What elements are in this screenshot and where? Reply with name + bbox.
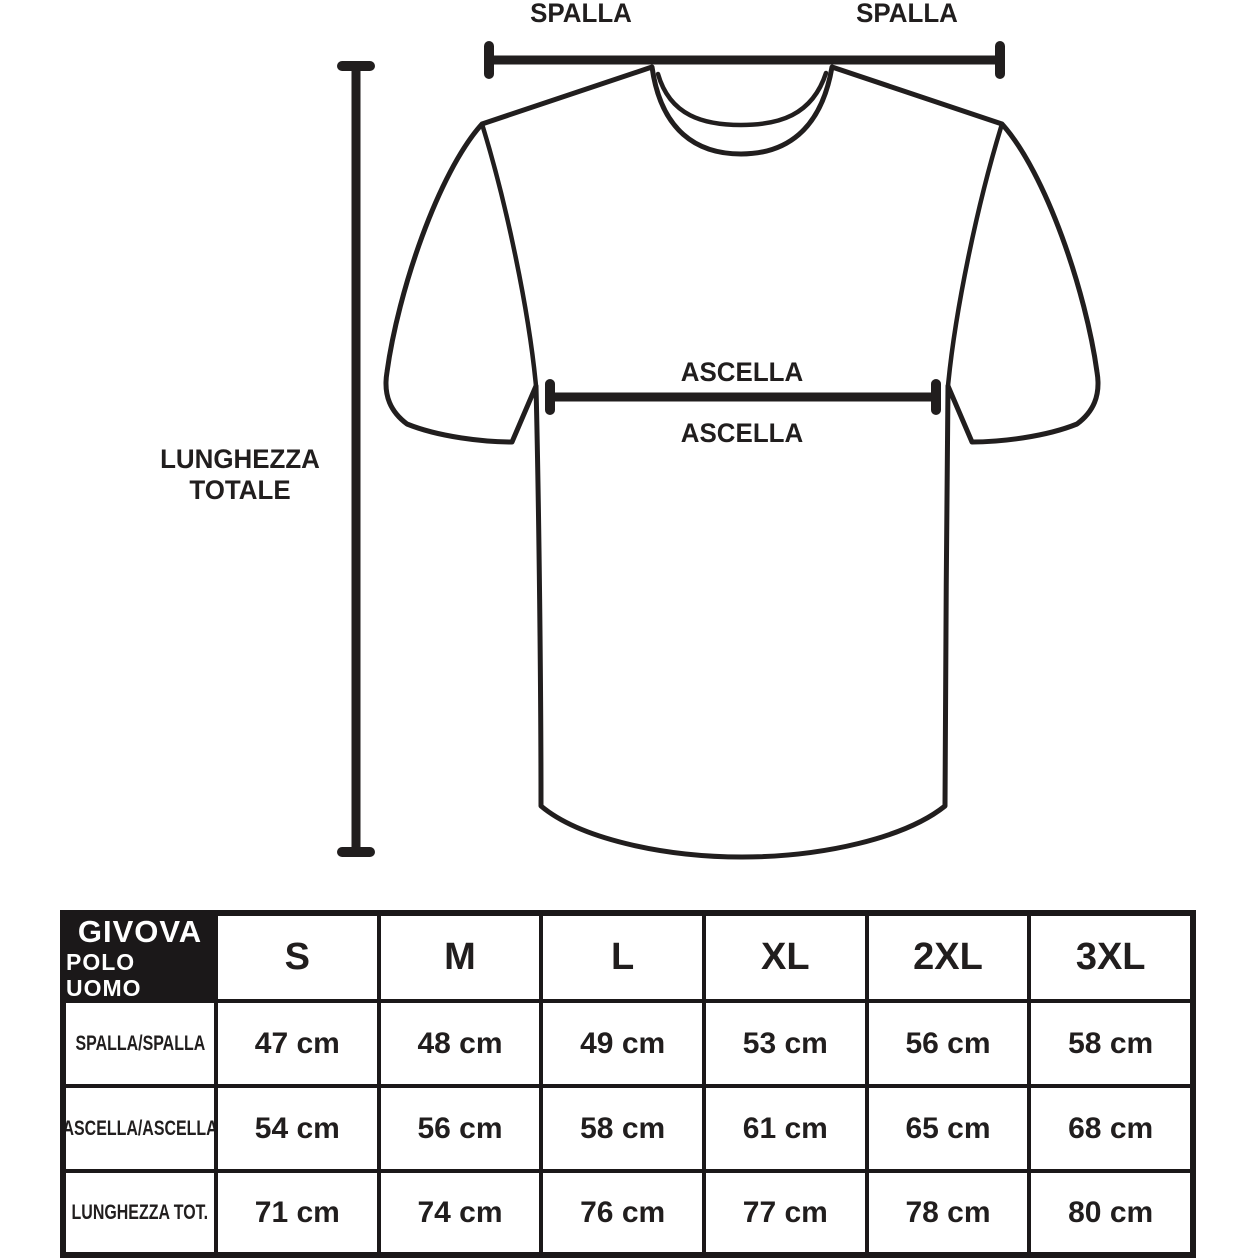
ascella-value-l: 58 cm [543,1088,702,1169]
lunghezza-value-l: 76 cm [543,1173,702,1252]
tshirt-outline-shape [383,64,1101,860]
size-column-header-s: S [218,916,377,999]
measurement-diagram: SPALLA SPALLA ASCELLA ASCELLA LUNGHEZZA … [134,0,1101,860]
spalla-label-left: SPALLA [530,0,632,28]
lunghezza-label-line1: LUNGHEZZA [160,444,320,474]
spalla-value-m: 48 cm [380,1003,540,1084]
ascella-value-xl: 61 cm [706,1088,865,1169]
brand-product: POLO UOMO [66,948,142,1000]
ascella-label-top: ASCELLA [680,357,804,387]
ascella-label-bottom: ASCELLA [680,418,804,448]
lunghezza-totale-label: LUNGHEZZA TOTALE [134,444,345,506]
row-label-ascella: ASCELLA/ASCELLA [66,1116,214,1140]
spalla-value-xl: 53 cm [706,1003,865,1084]
size-column-header-2xl: 2XL [868,916,1028,999]
row-label-spalla: SPALLA/SPALLA [75,1031,205,1055]
size-column-header-3xl: 3XL [1031,916,1190,999]
ascella-value-s: 54 cm [218,1088,377,1169]
lunghezza-value-s: 71 cm [218,1173,377,1252]
right-armhole-seam [945,121,1005,389]
lunghezza-value-2xl: 78 cm [868,1173,1028,1252]
lunghezza-label-line2: TOTALE [189,475,291,505]
lunghezza-value-m: 74 cm [380,1173,540,1252]
spalla-value-l: 49 cm [543,1003,702,1084]
spalla-value-s: 47 cm [218,1003,377,1084]
lunghezza-value-xl: 77 cm [706,1173,865,1252]
ascella-value-m: 56 cm [380,1088,540,1169]
brand-header-cell: GIVOVA POLO UOMO [66,916,214,999]
ascella-value-2xl: 65 cm [868,1088,1028,1169]
ascella-value-3xl: 68 cm [1031,1088,1190,1169]
size-column-header-xl: XL [706,916,865,999]
brand-name: GIVOVA [77,916,203,949]
size-table: GIVOVA POLO UOMO S M L XL 2XL 3XL SPALLA… [60,910,1196,1258]
tshirt-diagram-svg [337,41,1101,860]
left-armhole-seam [479,121,539,389]
size-column-header-m: M [380,916,540,999]
collar-inner-seam [655,70,829,128]
spalla-value-3xl: 58 cm [1031,1003,1190,1084]
size-column-header-l: L [543,916,702,999]
row-label-lunghezza: LUNGHEZZA TOT. [71,1200,209,1224]
spalla-value-2xl: 56 cm [868,1003,1028,1084]
lunghezza-value-3xl: 80 cm [1031,1173,1190,1252]
spalla-label-right: SPALLA [856,0,958,28]
